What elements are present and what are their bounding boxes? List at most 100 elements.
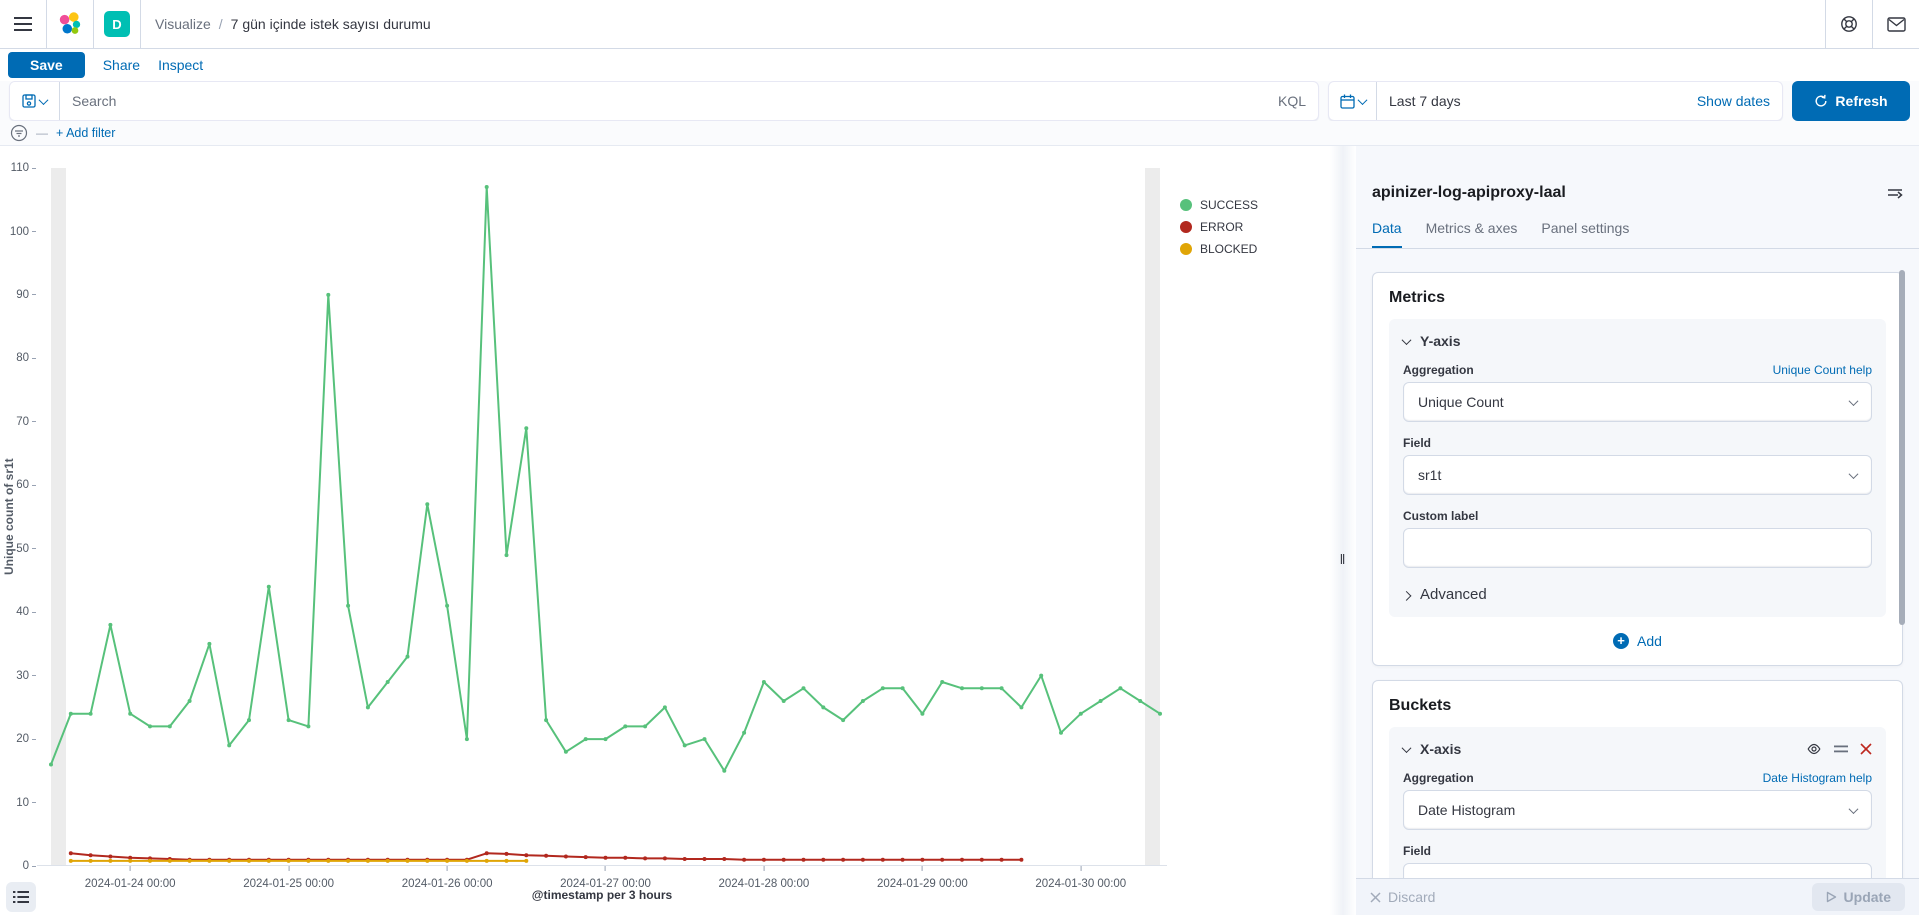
x-tick-label: 2024-01-30 00:00 [1035,866,1126,892]
x-tick-label: 2024-01-29 00:00 [877,866,968,892]
saved-query-menu-button[interactable] [10,82,60,120]
breadcrumb: Visualize / 7 gün içinde istek sayısı du… [141,16,445,32]
x-axis-agg-section: X-axis [1389,727,1886,878]
main-content: Unique count of sr1t 0 10 20 30 40 50 60 70 80 90… [0,146,1919,915]
update-button[interactable]: Update [1811,883,1905,911]
aggregation-value: Unique Count [1418,394,1504,410]
chart-plot[interactable] [37,168,1167,866]
play-icon [1826,891,1836,903]
save-button[interactable]: Save [8,52,85,78]
chevron-down-icon [1848,803,1859,814]
aggregation-help-link[interactable]: Unique Count help [1772,363,1872,377]
y-axis-accordion[interactable]: Y-axis [1401,333,1872,349]
metrics-heading: Metrics [1389,289,1446,306]
newsfeed-button[interactable] [1873,0,1919,48]
elastic-home-button[interactable] [47,0,93,48]
add-metric-button[interactable]: + Add [1389,633,1886,649]
metrics-card: Metrics Y-axis Aggregation Unique Count … [1372,272,1903,666]
divider [1825,0,1826,48]
page-title: 7 gün içinde istek sayısı durumu [230,16,431,32]
date-quick-menu-button[interactable] [1329,82,1377,120]
panel-body: Metrics Y-axis Aggregation Unique Count … [1356,262,1919,878]
tab-data[interactable]: Data [1372,220,1402,248]
chevron-down-icon [1848,468,1859,479]
discard-button[interactable]: Discard [1370,889,1435,905]
hamburger-icon [14,17,32,31]
field-select[interactable]: sr1t [1403,455,1872,495]
bucket-aggregation-help-link[interactable]: Date Histogram help [1762,771,1872,785]
y-tick-label: 80 [16,352,36,364]
calendar-icon [1339,94,1355,109]
y-tick-label: 70 [16,416,36,428]
refresh-button[interactable]: Refresh [1792,81,1910,121]
menu-button[interactable] [0,0,46,48]
buckets-card: Buckets X-axis [1372,680,1903,878]
x-axis-title: @timestamp per 3 hours [531,888,673,902]
space-selector-button[interactable]: D [94,0,140,48]
tab-panel-settings[interactable]: Panel settings [1541,220,1630,236]
add-filter-button[interactable]: + Add filter [56,126,116,140]
aggregation-label: Aggregation [1403,363,1474,377]
remove-bucket-icon[interactable] [1860,743,1872,755]
legend-item-error[interactable]: ERROR [1180,220,1258,234]
divider [1872,0,1873,48]
chevron-down-icon [1401,334,1412,345]
bucket-field-value: @timestamp [1418,875,1497,878]
help-button[interactable] [1826,0,1872,48]
time-range-value[interactable]: Last 7 days [1389,93,1461,109]
plus-circle-icon: + [1613,633,1630,649]
kql-toggle[interactable]: KQL [1277,93,1306,109]
legend-label: SUCCESS [1200,198,1259,212]
legend-dot-success [1180,199,1192,211]
update-label: Update [1843,889,1891,905]
save-query-icon [22,94,36,108]
legend-toggle-button[interactable] [6,882,36,912]
field-label: Field [1403,436,1432,450]
legend-item-blocked[interactable]: BLOCKED [1180,242,1258,256]
collapse-panel-button[interactable] [1887,186,1903,205]
panel-resizer[interactable]: ‖ [1330,146,1356,915]
bucket-field-select[interactable]: @timestamp [1403,863,1872,878]
breadcrumb-section[interactable]: Visualize [155,16,211,32]
top-nav-bar: D Visualize / 7 gün içinde istek sayısı … [0,0,1919,49]
chevron-right-icon [1401,590,1412,601]
refresh-label: Refresh [1835,93,1888,109]
search-input[interactable] [60,82,1266,120]
aggregation-select[interactable]: Unique Count [1403,382,1872,422]
cross-icon [1370,891,1381,903]
advanced-accordion[interactable]: Advanced [1401,586,1872,603]
show-dates-button[interactable]: Show dates [1696,93,1770,109]
x-axis-accordion-label: X-axis [1420,741,1462,757]
date-picker: Last 7 days Show dates [1328,81,1783,121]
legend-dot-error [1180,221,1192,233]
share-button[interactable]: Share [102,57,141,73]
legend-dot-blocked [1180,243,1192,255]
chevron-down-icon [1848,395,1859,406]
advanced-label: Advanced [1420,586,1487,603]
x-axis-accordion[interactable]: X-axis [1401,741,1872,757]
tab-metrics-axes[interactable]: Metrics & axes [1425,220,1518,236]
inspect-button[interactable]: Inspect [158,57,204,73]
eye-icon[interactable] [1806,741,1822,757]
bucket-aggregation-select[interactable]: Date Histogram [1403,790,1872,830]
chevron-down-icon [1357,94,1367,105]
y-tick-label: 20 [16,733,36,745]
legend-item-success[interactable]: SUCCESS [1180,198,1258,212]
y-tick-label: 110 [11,162,36,174]
panel-header: apinizer-log-apiproxy-laal Data Metrics … [1356,146,1919,249]
custom-label-input[interactable] [1403,528,1872,568]
panel-scrollbar[interactable] [1899,270,1905,625]
y-axis-ticks: 0 10 20 30 40 50 60 70 80 90 100 110 [0,162,36,872]
filter-circle-icon[interactable] [10,124,28,142]
chevron-down-icon [38,94,49,105]
bucket-field-label: Field [1403,844,1432,858]
bucket-aggregation-value: Date Histogram [1418,802,1516,818]
x-tick-label: 2024-01-24 00:00 [85,866,176,892]
visualize-toolbar: Save Share Inspect [0,49,1919,81]
divider [93,0,94,48]
chart-area: Unique count of sr1t 0 10 20 30 40 50 60 70 80 90… [0,146,1330,915]
x-tick-label: 2024-01-25 00:00 [243,866,334,892]
y-tick-label: 90 [16,289,36,301]
drag-handle-icon[interactable] [1834,744,1848,754]
x-tick-label: 2024-01-26 00:00 [402,866,493,892]
